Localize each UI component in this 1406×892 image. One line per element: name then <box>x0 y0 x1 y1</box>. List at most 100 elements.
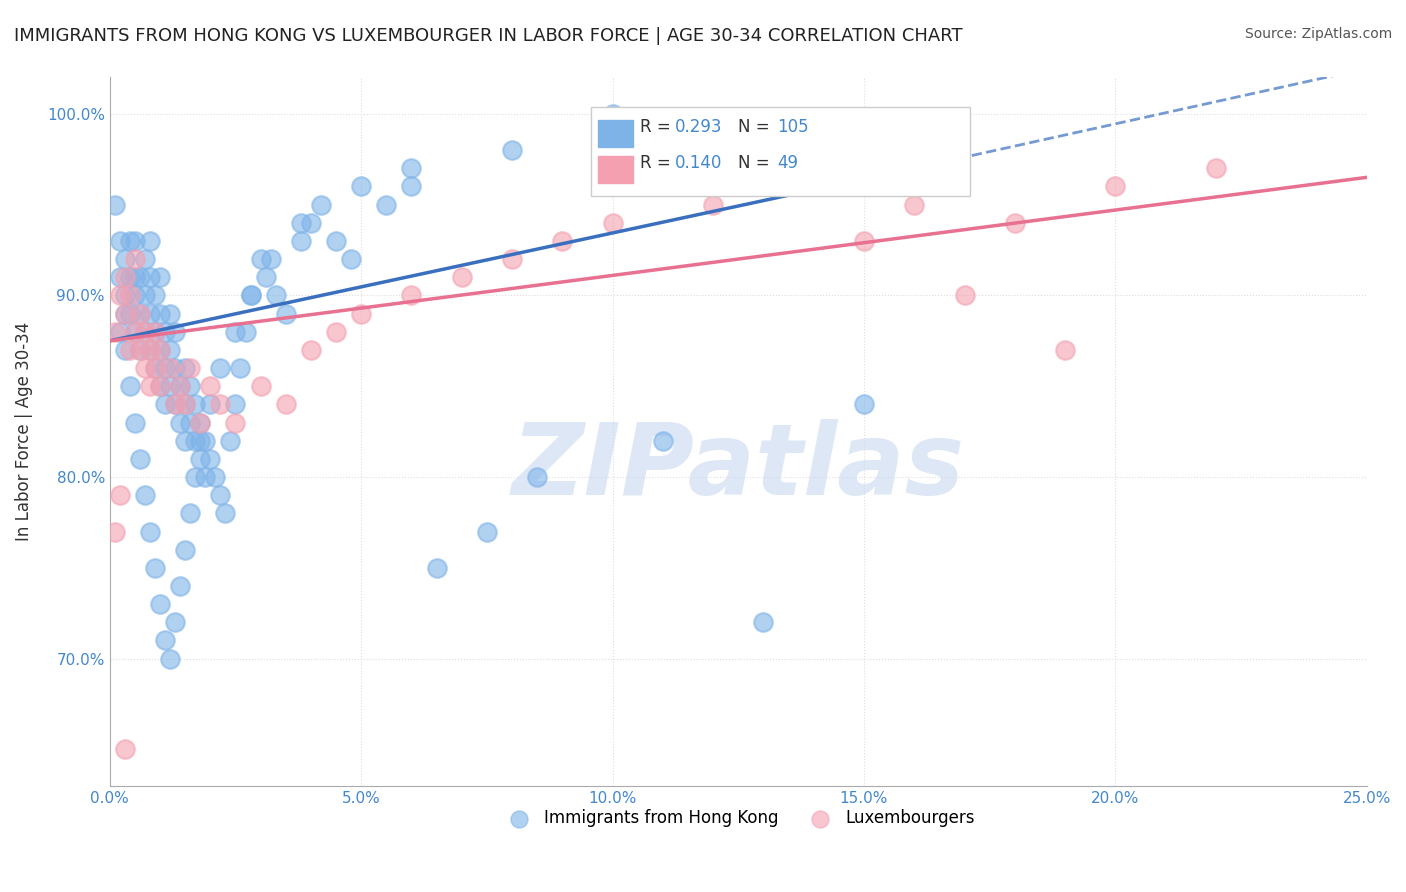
Point <box>184 397 207 411</box>
Point <box>235 325 257 339</box>
Point <box>139 343 162 357</box>
Point <box>179 416 201 430</box>
Point <box>143 288 166 302</box>
Point <box>214 506 236 520</box>
Point <box>159 651 181 665</box>
Point <box>169 379 191 393</box>
Point <box>401 288 423 302</box>
Point <box>149 270 172 285</box>
Point <box>129 270 152 285</box>
Point <box>204 470 226 484</box>
Point <box>194 470 217 484</box>
Point <box>104 197 127 211</box>
Point <box>179 506 201 520</box>
Point <box>401 161 423 176</box>
Point <box>903 197 925 211</box>
Point <box>200 397 222 411</box>
Point <box>134 325 156 339</box>
Point <box>375 197 398 211</box>
Point <box>124 325 146 339</box>
Point <box>274 307 297 321</box>
Point <box>139 234 162 248</box>
Point <box>104 524 127 539</box>
Point <box>239 288 262 302</box>
Point <box>188 434 211 448</box>
Point <box>853 397 876 411</box>
Point <box>188 416 211 430</box>
Point <box>129 343 152 357</box>
Text: 0.140: 0.140 <box>675 153 723 171</box>
Point <box>1104 179 1126 194</box>
Point <box>134 288 156 302</box>
Point <box>200 379 222 393</box>
Point <box>224 416 246 430</box>
Point <box>139 379 162 393</box>
Point <box>290 234 312 248</box>
Point <box>264 288 287 302</box>
Point <box>1054 343 1077 357</box>
Point <box>124 270 146 285</box>
Point <box>108 234 131 248</box>
Point <box>118 288 141 302</box>
Point <box>450 270 472 285</box>
Point <box>159 361 181 376</box>
Point <box>526 470 548 484</box>
Text: 105: 105 <box>778 118 808 136</box>
Point <box>309 197 332 211</box>
Point <box>209 488 232 502</box>
Point <box>165 397 187 411</box>
Point <box>139 524 162 539</box>
Text: R =: R = <box>640 153 676 171</box>
Point <box>169 379 191 393</box>
Point <box>159 379 181 393</box>
Point <box>254 270 277 285</box>
Point <box>114 343 136 357</box>
Point <box>129 307 152 321</box>
Point <box>129 451 152 466</box>
Point <box>118 379 141 393</box>
Point <box>325 234 347 248</box>
Point <box>143 325 166 339</box>
Point <box>143 361 166 376</box>
Text: 0.293: 0.293 <box>675 118 723 136</box>
Point <box>249 379 271 393</box>
Point <box>114 252 136 266</box>
Point <box>165 361 187 376</box>
Point <box>702 197 724 211</box>
Point <box>149 379 172 393</box>
Point <box>179 361 201 376</box>
Point <box>184 434 207 448</box>
Point <box>188 451 211 466</box>
Point <box>139 307 162 321</box>
Point <box>108 288 131 302</box>
Point <box>299 343 322 357</box>
Point <box>350 179 373 194</box>
Point <box>104 325 127 339</box>
Point <box>118 343 141 357</box>
Point <box>501 252 523 266</box>
Point <box>853 234 876 248</box>
Point <box>501 143 523 157</box>
Text: IMMIGRANTS FROM HONG KONG VS LUXEMBOURGER IN LABOR FORCE | AGE 30-34 CORRELATION: IMMIGRANTS FROM HONG KONG VS LUXEMBOURGE… <box>14 27 963 45</box>
Point <box>290 216 312 230</box>
Y-axis label: In Labor Force | Age 30-34: In Labor Force | Age 30-34 <box>15 322 32 541</box>
Point <box>239 288 262 302</box>
Point <box>114 307 136 321</box>
Point <box>159 307 181 321</box>
Point <box>143 361 166 376</box>
Point <box>184 470 207 484</box>
Point <box>1205 161 1227 176</box>
Point <box>174 361 197 376</box>
Point <box>159 343 181 357</box>
Point <box>108 270 131 285</box>
Point <box>602 107 624 121</box>
Point <box>219 434 242 448</box>
Point <box>179 379 201 393</box>
Point <box>134 361 156 376</box>
Point <box>124 325 146 339</box>
Text: N =: N = <box>738 118 775 136</box>
Point <box>325 325 347 339</box>
Point <box>153 325 176 339</box>
Point <box>209 361 232 376</box>
Point <box>118 270 141 285</box>
